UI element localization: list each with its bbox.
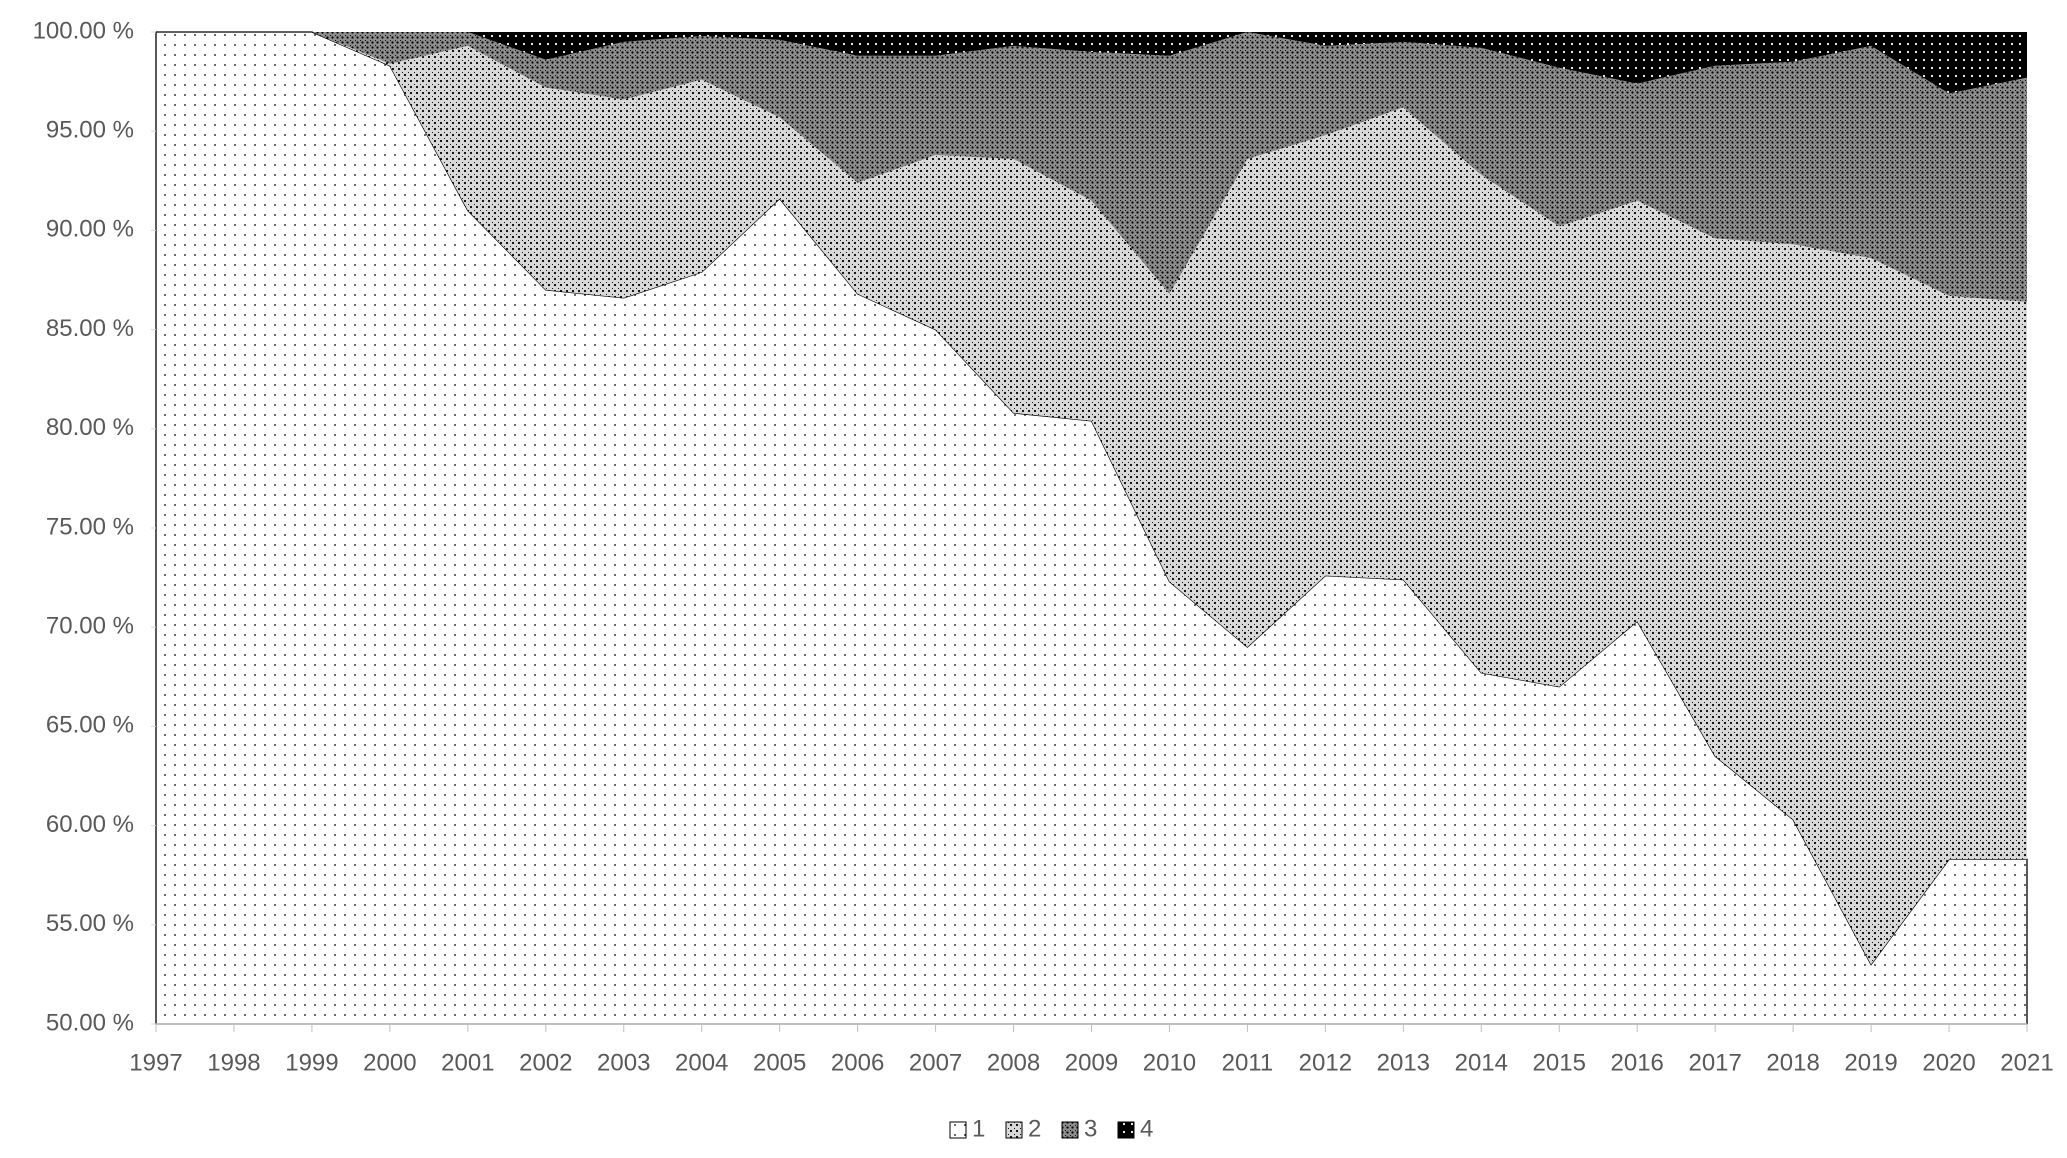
y-tick-label: 55.00 % bbox=[46, 910, 134, 937]
x-tick-label: 2003 bbox=[597, 1049, 650, 1076]
x-tick-label: 2012 bbox=[1299, 1049, 1352, 1076]
legend-label: 1 bbox=[972, 1115, 985, 1142]
legend-label: 4 bbox=[1140, 1115, 1153, 1142]
x-tick-label: 2014 bbox=[1455, 1049, 1508, 1076]
x-tick-label: 2018 bbox=[1766, 1049, 1819, 1076]
x-tick-label: 1997 bbox=[129, 1049, 182, 1076]
legend-label: 3 bbox=[1084, 1115, 1097, 1142]
y-tick-label: 90.00 % bbox=[46, 216, 134, 243]
legend-swatch bbox=[1117, 1121, 1135, 1139]
x-tick-label: 2021 bbox=[2000, 1049, 2053, 1076]
x-tick-label: 2013 bbox=[1377, 1049, 1430, 1076]
x-tick-label: 2004 bbox=[675, 1049, 728, 1076]
y-tick-label: 85.00 % bbox=[46, 315, 134, 342]
legend-swatch bbox=[949, 1121, 967, 1139]
area bbox=[156, 32, 2027, 302]
x-tick-label: 2002 bbox=[519, 1049, 572, 1076]
y-tick-label: 65.00 % bbox=[46, 712, 134, 739]
y-tick-label: 70.00 % bbox=[46, 613, 134, 640]
y-tick-label: 100.00 % bbox=[33, 17, 134, 44]
x-tick-label: 2000 bbox=[363, 1049, 416, 1076]
legend-swatch bbox=[1061, 1121, 1079, 1139]
y-tick-label: 75.00 % bbox=[46, 513, 134, 540]
x-tick-label: 1999 bbox=[285, 1049, 338, 1076]
x-tick-label: 2001 bbox=[441, 1049, 494, 1076]
x-tick-label: 2006 bbox=[831, 1049, 884, 1076]
area bbox=[156, 32, 2027, 94]
x-tick-label: 2020 bbox=[1922, 1049, 1975, 1076]
x-tick-label: 2008 bbox=[987, 1049, 1040, 1076]
x-tick-label: 2010 bbox=[1143, 1049, 1196, 1076]
x-tick-label: 2017 bbox=[1688, 1049, 1741, 1076]
x-tick-label: 2005 bbox=[753, 1049, 806, 1076]
x-tick-label: 2009 bbox=[1065, 1049, 1118, 1076]
x-tick-label: 2019 bbox=[1844, 1049, 1897, 1076]
legend-label: 2 bbox=[1028, 1115, 1041, 1142]
x-tick-label: 2015 bbox=[1533, 1049, 1586, 1076]
x-tick-label: 2011 bbox=[1222, 1049, 1274, 1076]
y-tick-label: 95.00 % bbox=[46, 117, 134, 144]
y-tick-label: 60.00 % bbox=[46, 811, 134, 838]
y-tick-label: 80.00 % bbox=[46, 414, 134, 441]
x-tick-label: 2016 bbox=[1611, 1049, 1664, 1076]
area bbox=[156, 32, 2027, 965]
x-tick-label: 2007 bbox=[909, 1049, 962, 1076]
x-tick-label: 1998 bbox=[207, 1049, 260, 1076]
legend-swatch bbox=[1005, 1121, 1023, 1139]
y-tick-label: 50.00 % bbox=[46, 1009, 134, 1036]
